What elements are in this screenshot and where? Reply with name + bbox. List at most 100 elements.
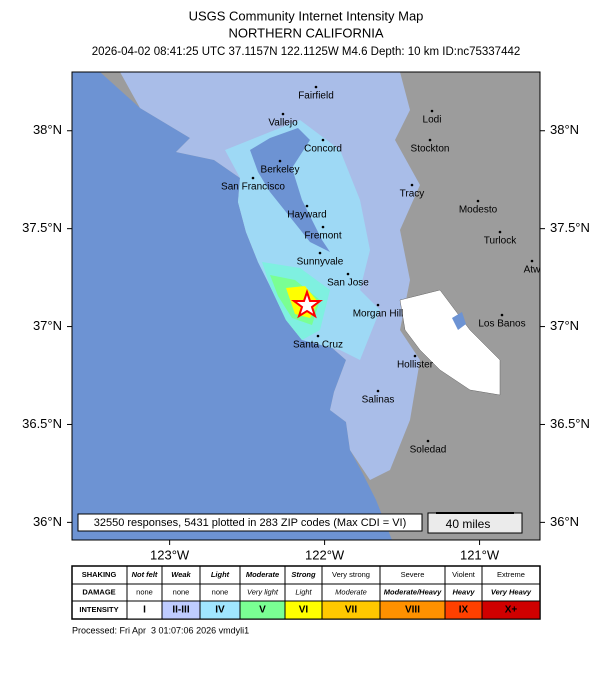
- lon-label: 121°W: [460, 547, 500, 562]
- legend-row-label: DAMAGE: [82, 587, 115, 596]
- city-label: Los Banos: [478, 319, 525, 330]
- legend-intensity: IV: [215, 605, 225, 616]
- lat-label: 37°N: [33, 318, 62, 333]
- intensity-swatch: [200, 601, 240, 619]
- city-label: Berkeley: [261, 165, 300, 176]
- city-dot: [413, 354, 417, 358]
- city-dot: [321, 225, 325, 229]
- city-dot: [426, 439, 430, 443]
- city-label: Tracy: [400, 189, 425, 200]
- city-label: Modesto: [459, 205, 498, 216]
- legend-shaking: Light: [211, 570, 230, 579]
- legend-intensity: VIII: [405, 605, 420, 616]
- legend-intensity: IX: [459, 605, 469, 616]
- intensity-swatch: [322, 601, 380, 619]
- legend-shaking: Moderate: [246, 570, 279, 579]
- city-label: Hayward: [287, 210, 326, 221]
- intensity-swatch: [482, 601, 540, 619]
- map-frame: [71, 71, 541, 541]
- summary-box: [77, 513, 423, 532]
- legend-damage: none: [212, 587, 229, 596]
- lat-label: 37.5°N: [22, 220, 62, 235]
- city-label: Atw: [524, 265, 541, 276]
- city-label: Fremont: [304, 231, 341, 242]
- epicenter-star: [291, 288, 323, 319]
- lon-label: 123°W: [150, 547, 190, 562]
- lat-label: 36.5°N: [550, 416, 590, 431]
- city-label: Concord: [304, 144, 342, 155]
- legend-damage: Heavy: [452, 587, 475, 596]
- legend-intensity: X+: [505, 605, 518, 616]
- legend-row-label: SHAKING: [82, 570, 117, 579]
- city-dot: [376, 303, 380, 307]
- intensity-swatch: [240, 601, 285, 619]
- legend-intensity: VI: [299, 605, 309, 616]
- city-dot: [346, 272, 350, 276]
- city-dot: [498, 230, 502, 234]
- legend-row-label: INTENSITY: [79, 605, 118, 614]
- city-dot: [278, 159, 282, 163]
- sf-bay: [250, 128, 330, 252]
- lon-label: 122°W: [305, 547, 345, 562]
- intensity-swatch: [162, 601, 200, 619]
- city-dot: [410, 183, 414, 187]
- intensity-swatch: [380, 601, 445, 619]
- city-label: Sunnyvale: [297, 257, 344, 268]
- lat-label: 36°N: [550, 514, 579, 529]
- city-dot: [428, 138, 432, 142]
- map-area: [72, 72, 540, 540]
- city-dot: [318, 251, 322, 255]
- legend-shaking: Weak: [171, 570, 191, 579]
- city-dot: [281, 112, 285, 116]
- legend-shaking: Not felt: [132, 570, 158, 579]
- legend-damage: none: [173, 587, 190, 596]
- city-dot: [500, 313, 504, 317]
- intensity-swatch: [445, 601, 482, 619]
- city-dot: [530, 259, 534, 263]
- city-dot: [314, 85, 318, 89]
- city-label: Stockton: [411, 144, 450, 155]
- legend-damage: Very Heavy: [491, 587, 532, 596]
- event-info: 2026-04-02 08:41:25 UTC 37.1157N 122.112…: [92, 46, 521, 58]
- lat-label: 38°N: [550, 122, 579, 137]
- legend-intensity: II-III: [172, 605, 189, 616]
- lat-label: 37°N: [550, 318, 579, 333]
- city-label: Salinas: [362, 395, 395, 406]
- region: NORTHERN CALIFORNIA: [228, 25, 383, 40]
- city-label: Hollister: [397, 360, 434, 371]
- legend-damage: Light: [295, 587, 312, 596]
- legend-intensity: VII: [345, 605, 357, 616]
- city-label: Fairfield: [298, 91, 334, 102]
- legend-damage: Very light: [247, 587, 279, 596]
- city-dot: [251, 176, 255, 180]
- city-label: San Jose: [327, 278, 369, 289]
- city-dot: [316, 334, 320, 338]
- no-data-region: [399, 289, 501, 396]
- legend-shaking: Severe: [401, 570, 425, 579]
- lat-label: 37.5°N: [550, 220, 590, 235]
- city-label: Lodi: [423, 115, 442, 126]
- legend-shaking: Violent: [452, 570, 476, 579]
- legend-damage: Moderate/Heavy: [384, 587, 442, 596]
- legend-intensity: V: [259, 605, 266, 616]
- legend-intensity: I: [143, 605, 146, 616]
- lat-label: 36°N: [33, 514, 62, 529]
- scale-label: 40 miles: [446, 517, 491, 531]
- lat-label: 36.5°N: [22, 416, 62, 431]
- intensity-swatch: [127, 601, 162, 619]
- city-label: San Francisco: [221, 182, 285, 193]
- legend-damage: none: [136, 587, 153, 596]
- city-dot: [476, 199, 480, 203]
- summary: 32550 responses, 5431 plotted in 283 ZIP…: [94, 517, 407, 529]
- legend-shaking: Extreme: [497, 570, 525, 579]
- city-label: Vallejo: [268, 118, 298, 129]
- title: USGS Community Internet Intensity Map: [189, 8, 424, 23]
- city-label: Morgan Hill: [353, 309, 404, 320]
- city-label: Soledad: [410, 445, 447, 456]
- reservoir: [452, 312, 466, 330]
- legend-damage: Moderate: [335, 587, 367, 596]
- city-label: Santa Cruz: [293, 340, 343, 351]
- city-dot: [305, 204, 309, 208]
